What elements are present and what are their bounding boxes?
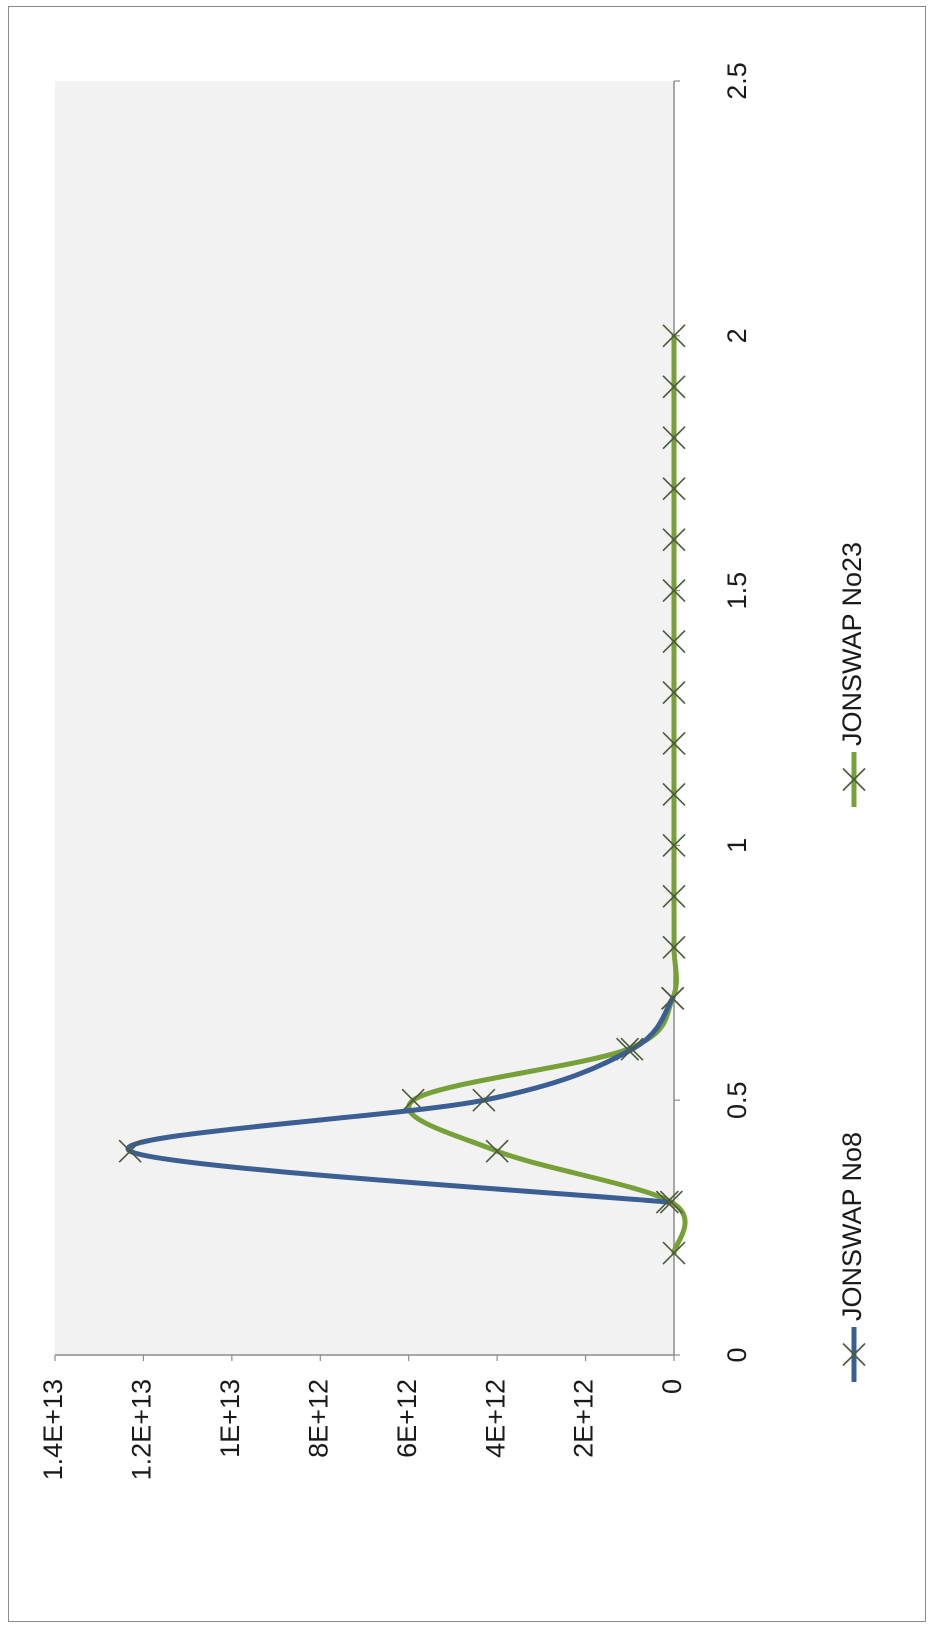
data-point: [662, 477, 686, 501]
data-point: [662, 884, 686, 908]
legend: JONSWAP No8 JONSWAP No23: [837, 542, 867, 1382]
data-point: [662, 528, 686, 552]
data-point: [662, 375, 686, 399]
legend-label: JONSWAP No8: [837, 1132, 867, 1321]
x-tick-label: 0.5: [722, 1081, 752, 1119]
legend-label: JONSWAP No23: [837, 542, 867, 746]
data-point: [662, 579, 686, 603]
legend-marker: [842, 767, 866, 792]
x-tick-label: 1.5: [722, 572, 752, 610]
data-point: [485, 1139, 509, 1163]
x-axis-ticks: 0 0.5 1 1.5 2 2.5: [674, 62, 752, 1363]
data-point: [662, 680, 686, 705]
x-tick-label: 0: [722, 1347, 752, 1362]
y-tick-label: 2E+12: [569, 1379, 599, 1458]
legend-marker: [842, 1342, 866, 1367]
series-1: [118, 986, 685, 1214]
y-tick-label: 1E+13: [215, 1379, 245, 1458]
y-tick-label: 0: [657, 1379, 687, 1394]
data-point: [662, 426, 686, 450]
series-layer: [118, 324, 688, 1265]
data-point: [661, 986, 685, 1010]
legend-entry-2: JONSWAP No23: [837, 542, 867, 807]
data-point: [655, 1190, 679, 1214]
data-point: [118, 1139, 142, 1163]
y-tick-label: 6E+12: [392, 1379, 422, 1458]
chart-frame: 0 0.5 1 1.5 2 2.5 0 2E+12 4E+12 6E+12 8E+12 1E+13 1…: [8, 6, 926, 1622]
x-tick-label: 2: [722, 328, 752, 343]
data-point: [662, 324, 686, 348]
data-point: [662, 731, 686, 756]
y-tick-label: 4E+12: [480, 1379, 510, 1458]
data-point: [662, 629, 686, 654]
line-chart: 0 0.5 1 1.5 2 2.5 0 2E+12 4E+12 6E+12 8E+12 1E+13 1…: [38, 62, 867, 1480]
data-point: [662, 833, 686, 857]
series-2: [401, 324, 688, 1265]
data-point: [659, 1190, 683, 1214]
data-point: [662, 1241, 686, 1265]
x-tick-label: 1: [722, 838, 752, 853]
y-tick-label: 1.4E+13: [38, 1379, 68, 1480]
y-tick-label: 8E+12: [303, 1379, 333, 1458]
data-point: [662, 935, 686, 959]
data-point: [662, 782, 686, 807]
x-tick-label: 2.5: [722, 62, 752, 100]
data-point: [472, 1088, 496, 1112]
data-point: [620, 1037, 644, 1061]
series-line: [125, 995, 676, 1205]
legend-entry-1: JONSWAP No8: [837, 1132, 867, 1382]
y-tick-label: 1.2E+13: [127, 1379, 157, 1480]
y-axis-ticks: 0 2E+12 4E+12 6E+12 8E+12 1E+13 1.2E+13 1.4E+13: [38, 1355, 687, 1480]
plot-area: [55, 81, 674, 1355]
